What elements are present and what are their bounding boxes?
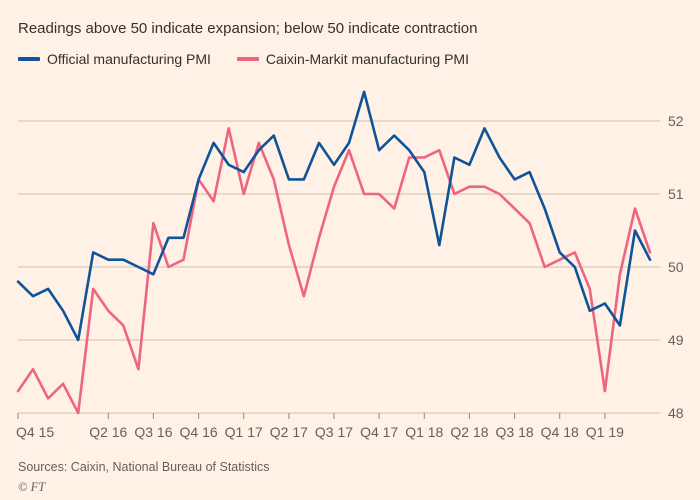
x-axis-label: Q3 17 (315, 424, 353, 440)
x-axis-label: Q4 16 (180, 424, 218, 440)
y-axis-label-49: 49 (668, 332, 684, 348)
x-axis-label: Q1 19 (586, 424, 624, 440)
legend-label-caixin: Caixin-Markit manufacturing PMI (265, 51, 469, 67)
x-axis-label: Q4 18 (541, 424, 579, 440)
caixin-pmi-line (16, 126, 652, 415)
y-axis-label-48: 48 (668, 405, 684, 421)
y-axis-label-51: 51 (668, 186, 684, 202)
x-axis-label: Q3 16 (134, 424, 172, 440)
x-axis-label: Q4 15 (16, 424, 54, 440)
caixin-pmi-swatch (236, 57, 259, 61)
chart-subtitle: Readings above 50 indicate expansion; be… (18, 20, 478, 37)
chart-legend: Official manufacturing PMI Caixin-Markit… (0, 51, 700, 67)
official-pmi-line (16, 90, 652, 342)
x-axis-label: Q2 17 (270, 424, 308, 440)
x-axis-label: Q3 18 (496, 424, 534, 440)
y-axis-label-50: 50 (668, 259, 684, 275)
x-axis-label: Q1 17 (225, 424, 263, 440)
chart-footer: Sources: Caixin, National Bureau of Stat… (0, 458, 700, 496)
official-pmi-swatch (18, 57, 40, 61)
pmi-line-chart: 48 49 50 51 52 Q4 15 Q2 16 Q3 16 Q4 16 Q1 17 Q2 17… (16, 90, 684, 440)
x-axis-label: Q4 17 (360, 424, 398, 440)
x-axis-label: Q2 16 (89, 424, 127, 440)
source-note: Sources: Caixin, National Bureau of Stat… (18, 460, 270, 474)
legend-label-official: Official manufacturing PMI (47, 51, 211, 67)
legend-item-official: Official manufacturing PMI (18, 51, 211, 67)
y-axis-label-52: 52 (668, 113, 684, 129)
x-axis-label: Q1 18 (405, 424, 443, 440)
legend-item-caixin: Caixin-Markit manufacturing PMI (236, 51, 469, 67)
x-axis-label: Q2 18 (450, 424, 488, 440)
ft-copyright-mark: © FT (18, 480, 46, 494)
